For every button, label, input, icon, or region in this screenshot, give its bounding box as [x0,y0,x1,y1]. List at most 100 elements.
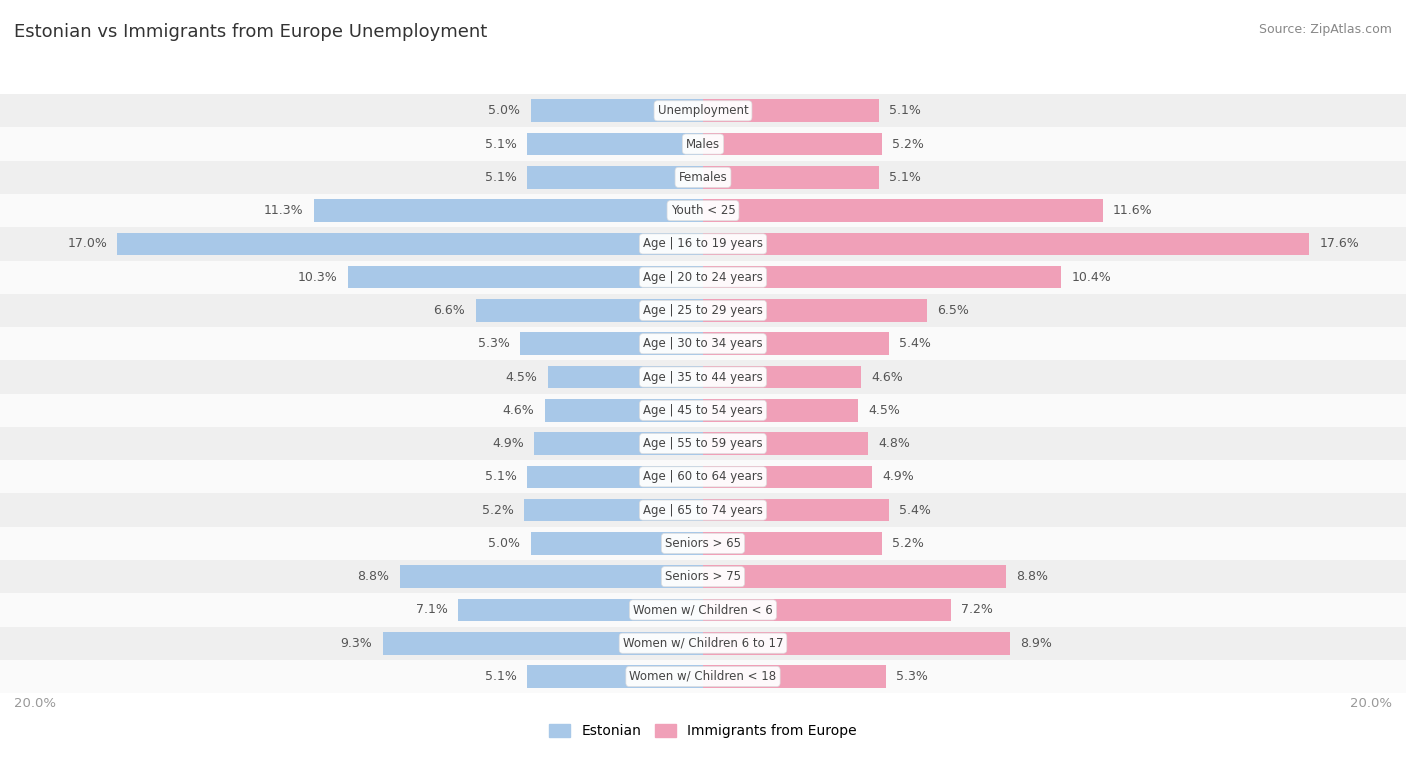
Text: Youth < 25: Youth < 25 [671,204,735,217]
FancyBboxPatch shape [0,494,1406,527]
Text: 10.3%: 10.3% [298,271,337,284]
Bar [475,299,703,322]
Bar [703,532,882,555]
Text: Women w/ Children < 18: Women w/ Children < 18 [630,670,776,683]
Text: 5.1%: 5.1% [485,670,517,683]
Text: 5.1%: 5.1% [889,104,921,117]
Text: Age | 35 to 44 years: Age | 35 to 44 years [643,370,763,384]
Text: 10.4%: 10.4% [1071,271,1111,284]
FancyBboxPatch shape [0,294,1406,327]
Text: 4.9%: 4.9% [492,437,524,450]
Text: 20.0%: 20.0% [14,697,56,710]
Text: Source: ZipAtlas.com: Source: ZipAtlas.com [1258,23,1392,36]
Text: 5.1%: 5.1% [485,470,517,483]
Text: 5.2%: 5.2% [893,537,924,550]
Bar [382,632,703,655]
Bar [703,599,950,621]
Text: Age | 16 to 19 years: Age | 16 to 19 years [643,238,763,251]
FancyBboxPatch shape [0,560,1406,593]
Bar [703,499,889,522]
Text: 4.8%: 4.8% [879,437,911,450]
Bar [349,266,703,288]
Bar [314,199,703,222]
Text: 5.0%: 5.0% [488,537,520,550]
Text: 5.3%: 5.3% [896,670,928,683]
FancyBboxPatch shape [0,127,1406,160]
Text: 6.6%: 6.6% [433,304,465,317]
Text: 4.6%: 4.6% [872,370,904,384]
Text: Age | 45 to 54 years: Age | 45 to 54 years [643,403,763,417]
Text: 8.9%: 8.9% [1019,637,1052,650]
Text: 5.4%: 5.4% [900,337,931,350]
FancyBboxPatch shape [0,660,1406,693]
FancyBboxPatch shape [0,460,1406,494]
FancyBboxPatch shape [0,160,1406,194]
Bar [703,565,1007,588]
Bar [703,399,858,422]
Bar [531,532,703,555]
Bar [703,266,1062,288]
Text: Age | 20 to 24 years: Age | 20 to 24 years [643,271,763,284]
Text: Seniors > 65: Seniors > 65 [665,537,741,550]
Legend: Estonian, Immigrants from Europe: Estonian, Immigrants from Europe [544,719,862,744]
Text: 11.6%: 11.6% [1114,204,1153,217]
Text: Unemployment: Unemployment [658,104,748,117]
Text: Age | 55 to 59 years: Age | 55 to 59 years [643,437,763,450]
Text: 5.2%: 5.2% [482,503,513,516]
Text: 7.2%: 7.2% [962,603,993,616]
FancyBboxPatch shape [0,194,1406,227]
FancyBboxPatch shape [0,327,1406,360]
Bar [703,332,889,355]
FancyBboxPatch shape [0,627,1406,660]
Text: 5.2%: 5.2% [893,138,924,151]
Bar [544,399,703,422]
Bar [527,665,703,688]
Text: 5.4%: 5.4% [900,503,931,516]
FancyBboxPatch shape [0,260,1406,294]
Bar [703,299,927,322]
Text: 17.6%: 17.6% [1320,238,1360,251]
FancyBboxPatch shape [0,394,1406,427]
FancyBboxPatch shape [0,360,1406,394]
Text: Age | 30 to 34 years: Age | 30 to 34 years [643,337,763,350]
FancyBboxPatch shape [0,593,1406,627]
Text: 8.8%: 8.8% [357,570,389,583]
Bar [458,599,703,621]
Text: 4.6%: 4.6% [502,403,534,417]
Text: 4.9%: 4.9% [882,470,914,483]
Text: 5.1%: 5.1% [889,171,921,184]
Text: Males: Males [686,138,720,151]
Text: Age | 65 to 74 years: Age | 65 to 74 years [643,503,763,516]
Bar [531,99,703,122]
Text: 8.8%: 8.8% [1017,570,1049,583]
Text: Women w/ Children < 6: Women w/ Children < 6 [633,603,773,616]
Bar [703,199,1102,222]
FancyBboxPatch shape [0,527,1406,560]
Text: Females: Females [679,171,727,184]
Bar [703,366,862,388]
Text: Age | 60 to 64 years: Age | 60 to 64 years [643,470,763,483]
Bar [703,432,869,455]
Bar [703,232,1309,255]
Bar [117,232,703,255]
Text: 9.3%: 9.3% [340,637,373,650]
Bar [703,632,1010,655]
Text: Seniors > 75: Seniors > 75 [665,570,741,583]
FancyBboxPatch shape [0,427,1406,460]
Bar [527,166,703,188]
Bar [703,665,886,688]
Text: 5.3%: 5.3% [478,337,510,350]
Bar [534,432,703,455]
Text: 5.0%: 5.0% [488,104,520,117]
Text: Women w/ Children 6 to 17: Women w/ Children 6 to 17 [623,637,783,650]
Bar [520,332,703,355]
Text: Estonian vs Immigrants from Europe Unemployment: Estonian vs Immigrants from Europe Unemp… [14,23,488,41]
Text: 20.0%: 20.0% [1350,697,1392,710]
Bar [703,132,882,155]
Bar [527,466,703,488]
Text: 4.5%: 4.5% [506,370,537,384]
Bar [703,466,872,488]
Text: 11.3%: 11.3% [264,204,304,217]
Text: 7.1%: 7.1% [416,603,449,616]
Text: 5.1%: 5.1% [485,171,517,184]
